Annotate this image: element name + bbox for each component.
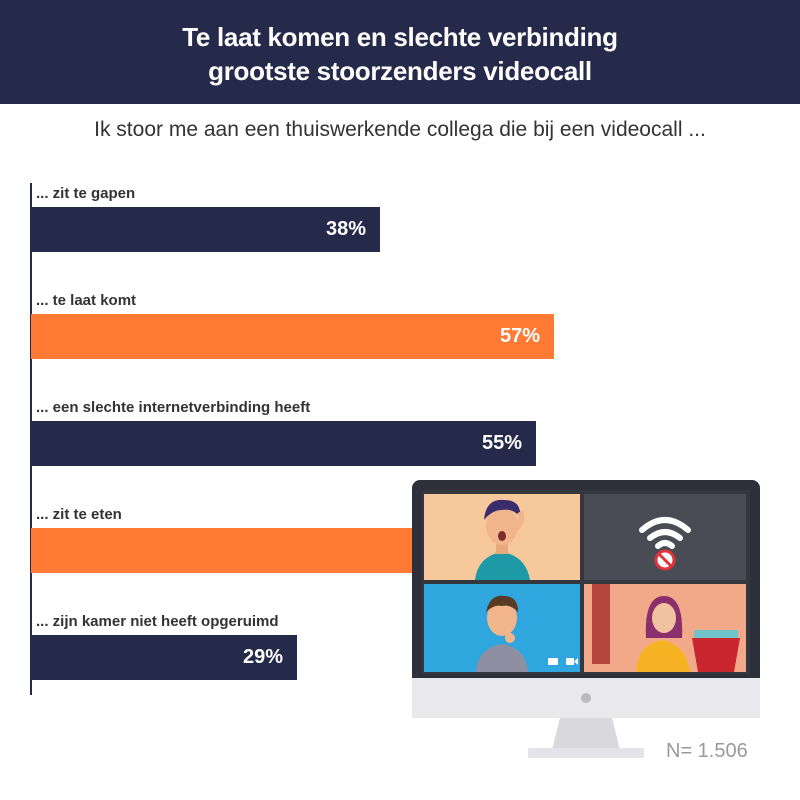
bar: 57% [31, 314, 554, 359]
camera-icon [548, 658, 558, 665]
category-label: ... zit te gapen [36, 185, 136, 202]
bar: 29% [31, 635, 297, 680]
yawning-man-icon [475, 499, 530, 580]
wifi-off-icon [639, 517, 691, 549]
bar-value-label: 57% [499, 325, 540, 347]
bar: 48% [31, 528, 472, 573]
monitor-stand [552, 718, 620, 750]
bar-value-label: 55% [481, 432, 522, 454]
monitor-base [528, 748, 644, 758]
header-banner: Te laat komen en slechte verbinding groo… [0, 0, 800, 104]
bar-value-label: 29% [242, 646, 283, 668]
sample-size-note: N= 1.506 [666, 740, 748, 762]
category-label: ... zit te eten [36, 506, 122, 523]
bar-value-label: 38% [325, 218, 366, 240]
monitor-button [581, 693, 591, 703]
woman-icon [636, 596, 690, 672]
category-label: ... een slechte internetverbinding heeft [36, 399, 311, 416]
videocall-monitor-illustration [412, 480, 760, 758]
category-label: ... te laat komt [36, 292, 137, 309]
bar: 55% [31, 421, 536, 466]
video-icon [566, 658, 578, 665]
chart-title-line-2: grootste stoorzenders videocall [208, 56, 592, 86]
bar: 38% [31, 207, 380, 252]
chart-title-line-1: Te laat komen en slechte verbinding [182, 22, 618, 52]
thinking-man-icon [476, 595, 528, 672]
chart-subtitle: Ik stoor me aan een thuiswerkende colleg… [94, 118, 706, 141]
category-label: ... zijn kamer niet heeft opgeruimd [36, 613, 279, 630]
laundry-basket-icon [692, 630, 740, 672]
